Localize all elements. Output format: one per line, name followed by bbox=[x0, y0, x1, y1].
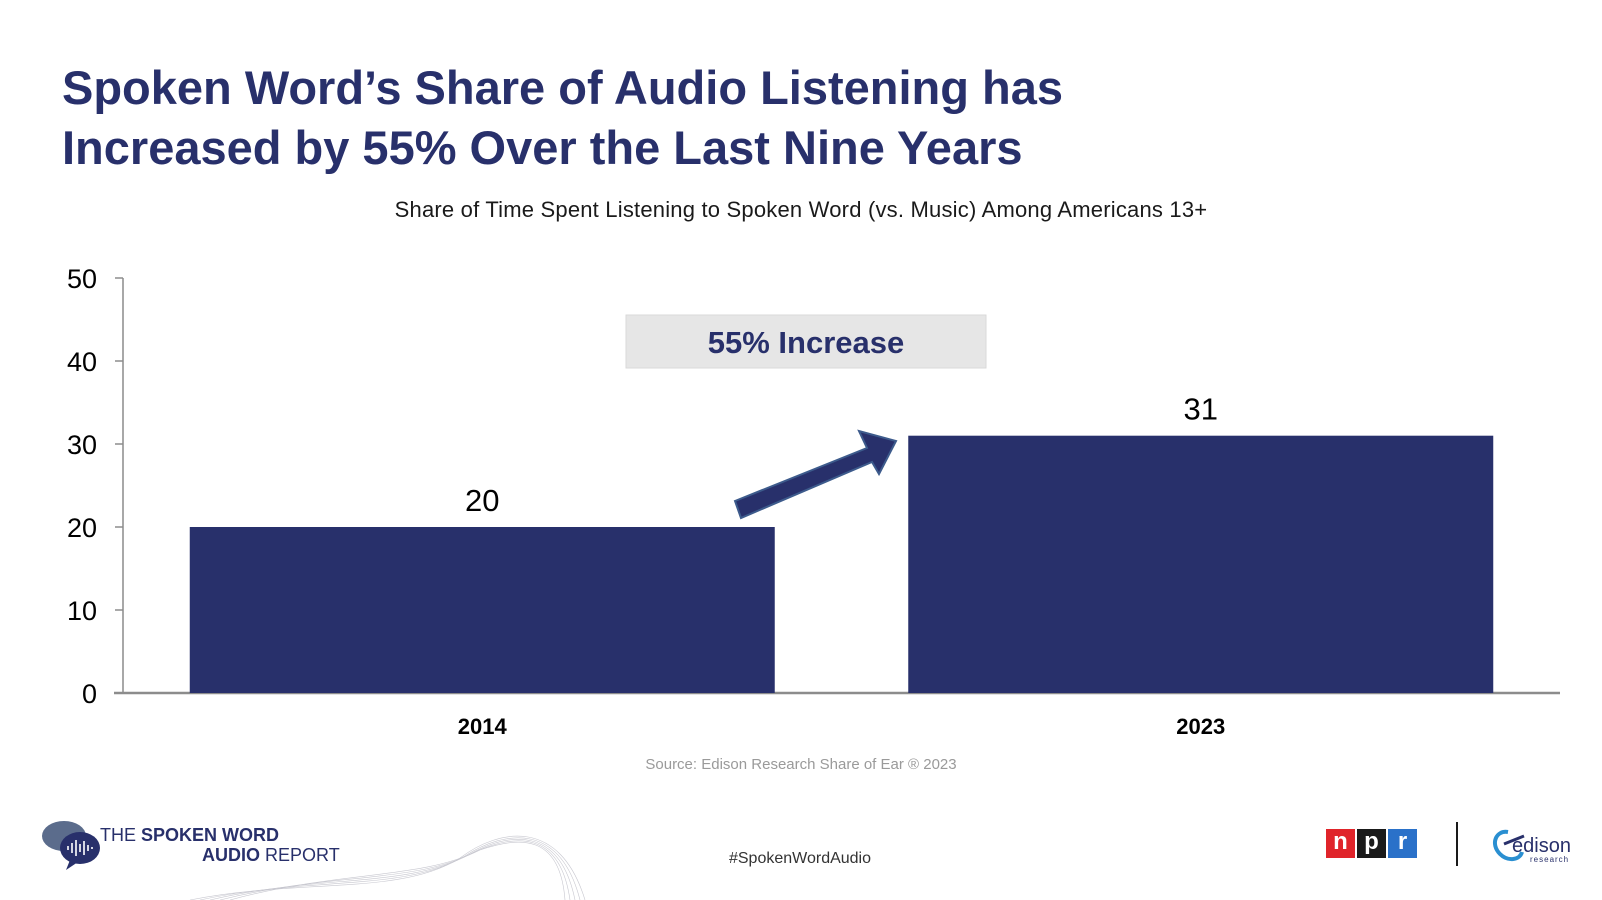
y-tick-label: 40 bbox=[67, 347, 97, 377]
chart-bars bbox=[189, 435, 1494, 693]
x-tick-label-2014: 2014 bbox=[458, 714, 508, 739]
chart-labels: 20 2014 31 2023 bbox=[458, 392, 1225, 739]
x-tick-label-2023: 2023 bbox=[1176, 714, 1225, 739]
logo-divider bbox=[1456, 822, 1458, 866]
hashtag: #SpokenWordAudio bbox=[728, 850, 872, 867]
callout-text: 55% Increase bbox=[708, 325, 904, 360]
source-note: Source: Edison Research Share of Ear ® 2… bbox=[645, 756, 957, 773]
chat-bubble-waveform-icon bbox=[42, 821, 100, 870]
y-tick-label: 50 bbox=[67, 264, 97, 294]
report-logo-wave bbox=[42, 821, 586, 900]
report-logo-text: THE SPOKEN WORD AUDIO REPORT bbox=[100, 825, 340, 865]
logo-report: REPORT bbox=[265, 845, 340, 865]
logo-audio: AUDIO bbox=[202, 845, 260, 865]
data-label-2014: 20 bbox=[465, 483, 499, 518]
logo-the: THE bbox=[100, 825, 136, 845]
bar-2014 bbox=[189, 527, 775, 693]
npr-letter-n: n bbox=[1326, 829, 1355, 858]
y-tick-label: 30 bbox=[67, 430, 97, 460]
npr-logo: n p r bbox=[1326, 829, 1417, 858]
npr-letter-p: p bbox=[1357, 829, 1386, 858]
page-title: Spoken Word’s Share of Audio Listening h… bbox=[62, 58, 1063, 178]
bar-2023 bbox=[908, 435, 1494, 693]
logo-spoken-word: SPOKEN WORD bbox=[141, 825, 280, 845]
increase-arrow-icon bbox=[733, 429, 898, 520]
chart-subtitle: Share of Time Spent Listening to Spoken … bbox=[394, 197, 1208, 222]
title-line-1: Spoken Word’s Share of Audio Listening h… bbox=[62, 61, 1064, 114]
y-tick-label: 10 bbox=[67, 596, 97, 626]
edison-logo-icon bbox=[1492, 829, 1525, 861]
y-tick-label: 0 bbox=[82, 679, 97, 709]
title-line-2: Increased by 55% Over the Last Nine Year… bbox=[62, 121, 1023, 174]
npr-letter-r: r bbox=[1388, 829, 1417, 858]
callout-box bbox=[625, 314, 987, 369]
edison-name: edison bbox=[1512, 835, 1571, 857]
increase-callout: 55% Increase bbox=[625, 314, 987, 369]
data-label-2023: 31 bbox=[1184, 392, 1218, 427]
y-tick-label: 20 bbox=[67, 513, 97, 543]
edison-sub: research bbox=[1530, 855, 1570, 864]
